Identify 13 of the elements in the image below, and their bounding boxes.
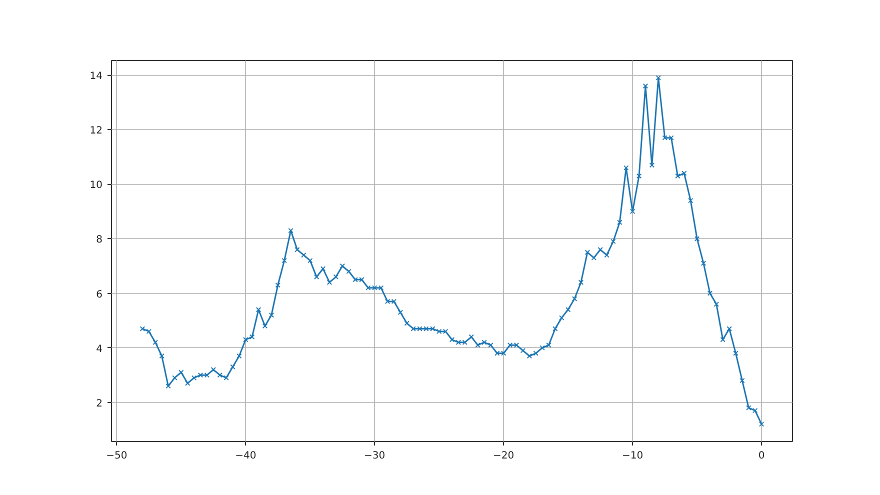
y-tick-label: 12: [90, 126, 103, 137]
x-tick-label: −40: [235, 450, 256, 462]
y-tick-label: 14: [90, 71, 103, 82]
y-tick-label: 10: [90, 180, 103, 192]
y-tick-label: 6: [96, 289, 103, 300]
y-tick-label: 8: [96, 234, 103, 246]
y-tick-label: 4: [96, 344, 103, 355]
y-tick-label: 2: [96, 398, 103, 410]
x-tick-label: −50: [106, 450, 128, 462]
x-tick-label: −30: [364, 450, 386, 462]
x-tick-label: −10: [622, 450, 644, 462]
x-tick-label: 0: [758, 450, 765, 462]
x-tick-label: −20: [493, 450, 514, 462]
